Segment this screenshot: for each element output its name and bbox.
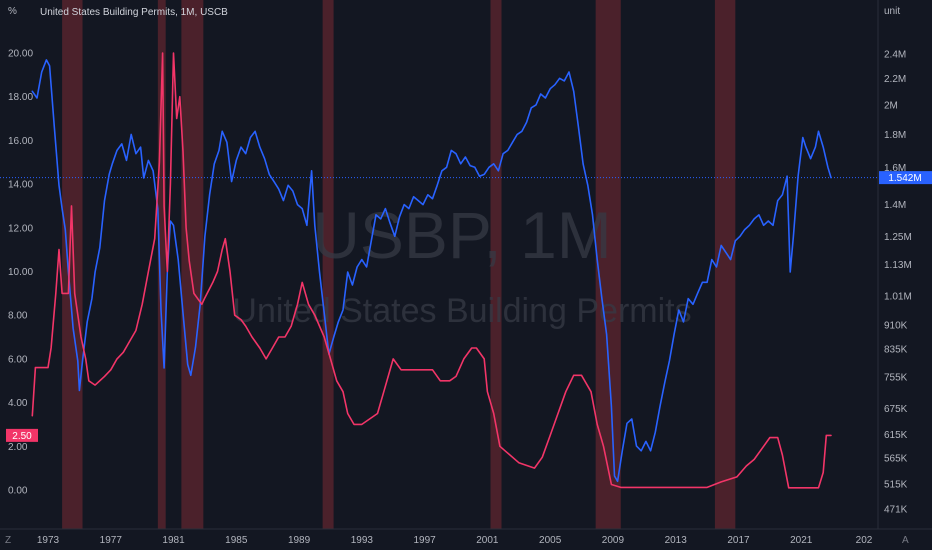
right-tick-label: 565K [884, 454, 908, 465]
left-tick-label: 8.00 [8, 311, 28, 322]
right-tick-label: 2.4M [884, 50, 906, 61]
permits-series-line [31, 59, 832, 483]
left-tick-label: 2.00 [8, 442, 28, 453]
watermark-name: United States Building Permits [232, 292, 691, 330]
left-tick-label: 4.00 [8, 398, 28, 409]
right-tick-label: 2.2M [884, 74, 906, 85]
last-rate-badge-bg [6, 428, 38, 442]
right-tick-label: 2M [884, 100, 898, 111]
left-axis: 0.00 2.00 4.00 6.00 8.00 10.00 12.00 14.00 16.00… [8, 49, 33, 497]
recession-band [62, 0, 83, 529]
right-tick-label: 471K [884, 505, 908, 516]
time-tick-label: 1985 [225, 535, 248, 546]
left-tick-label: 16.00 [8, 136, 33, 147]
last-rate-badge: 2.50 [6, 428, 38, 442]
left-tick-label: 18.00 [8, 92, 33, 103]
time-tick-label: 1993 [351, 535, 374, 546]
left-tick-label: 20.00 [8, 49, 33, 60]
recession-band [595, 0, 621, 529]
left-unit-label: % [8, 6, 17, 17]
left-tick-label: 12.00 [8, 223, 33, 234]
right-tick-label: 1.13M [884, 260, 912, 271]
right-tick-label: 910K [884, 320, 908, 331]
recession-band [181, 0, 204, 529]
right-tick-label: 1.6M [884, 163, 906, 174]
time-tick-label: 2009 [602, 535, 625, 546]
right-tick-label: 1.25M [884, 232, 912, 243]
time-tick-label: 1981 [162, 535, 185, 546]
right-tick-label: 1.4M [884, 200, 906, 211]
time-tick-label: 1977 [100, 535, 123, 546]
last-price-badge: 1.542M [879, 171, 932, 185]
chart-title: United States Building Permits, 1M, USCB [40, 7, 228, 18]
time-tick-label: 1997 [413, 535, 436, 546]
recession-band [157, 0, 166, 529]
recession-bands [62, 0, 736, 529]
right-tick-label: 835K [884, 345, 908, 356]
right-tick-label: 755K [884, 373, 908, 384]
time-tick-label: 1989 [288, 535, 311, 546]
right-axis: 471K 515K 565K 615K 675K 755K 835K 910K 1.01M 1.1… [884, 50, 912, 516]
right-tick-label: 1.01M [884, 291, 912, 302]
recession-band [714, 0, 736, 529]
recession-band [322, 0, 334, 529]
left-tick-label: 0.00 [8, 486, 28, 497]
recession-band [490, 0, 502, 529]
last-price-badge-bg [879, 171, 932, 185]
time-tick-label: 202 [856, 535, 873, 546]
time-tick-label: 2005 [539, 535, 562, 546]
time-tick-label: 2021 [790, 535, 813, 546]
right-tick-label: 615K [884, 430, 908, 441]
right-tick-label: 675K [884, 404, 908, 415]
left-tick-label: 6.00 [8, 354, 28, 365]
time-tick-label: 1973 [37, 535, 60, 546]
series-layer [31, 52, 832, 489]
last-price-badge-text: 1.542M [888, 173, 921, 184]
time-tick-label: 2013 [665, 535, 688, 546]
watermark-symbol: USBP, 1M [312, 198, 612, 272]
time-axis[interactable]: 1973 1977 1981 1985 1989 1993 1997 2001 2005 2009… [37, 535, 873, 546]
auto-scale-button[interactable]: A [902, 535, 909, 546]
last-rate-badge-text: 2.50 [12, 431, 32, 442]
right-tick-label: 1.8M [884, 130, 906, 141]
left-tick-label: 10.00 [8, 267, 33, 278]
right-tick-label: 515K [884, 480, 908, 491]
time-tick-label: 2017 [727, 535, 750, 546]
left-tick-label: 14.00 [8, 180, 33, 191]
zoom-button[interactable]: Z [5, 535, 11, 546]
right-unit-label: unit [884, 6, 900, 17]
time-tick-label: 2001 [476, 535, 499, 546]
rate-series-line [31, 52, 832, 489]
